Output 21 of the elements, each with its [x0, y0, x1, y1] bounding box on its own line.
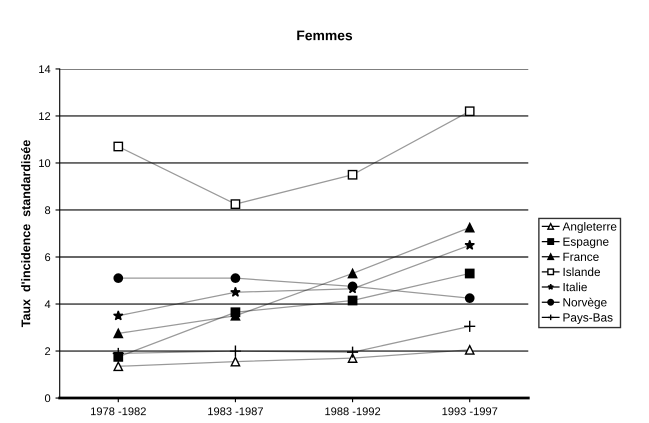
- y-tick-label: 0: [44, 394, 50, 402]
- y-tick-label: 6: [45, 253, 50, 262]
- y-tick-label: 8: [44, 206, 50, 214]
- y-axis-title: Taux d'incidence standardisée: [21, 140, 30, 328]
- y-tick-label: 14: [39, 65, 50, 73]
- x-tick-label: 1988 -1992: [325, 407, 380, 416]
- legend-label: France: [563, 252, 599, 261]
- x-tick-label: 1983 -1987: [208, 407, 263, 416]
- x-tick-label: 1993 -1997: [442, 407, 498, 416]
- chart-title: Femmes: [297, 30, 352, 40]
- y-tick-label: 12: [39, 112, 50, 120]
- legend-label: Angleterre: [562, 222, 616, 234]
- legend-label: Norvège: [563, 298, 607, 309]
- legend-label: Espagne: [563, 238, 609, 248]
- y-tick-label: 2: [45, 347, 50, 356]
- x-tick-label: 1978 -1982: [91, 407, 146, 416]
- legend-label: Pays-Bas: [563, 313, 613, 324]
- legend-label: Italie: [564, 282, 587, 292]
- y-tick-label: 4: [44, 300, 50, 308]
- y-tick-label: 10: [39, 159, 50, 168]
- legend-label: Islande: [564, 267, 600, 276]
